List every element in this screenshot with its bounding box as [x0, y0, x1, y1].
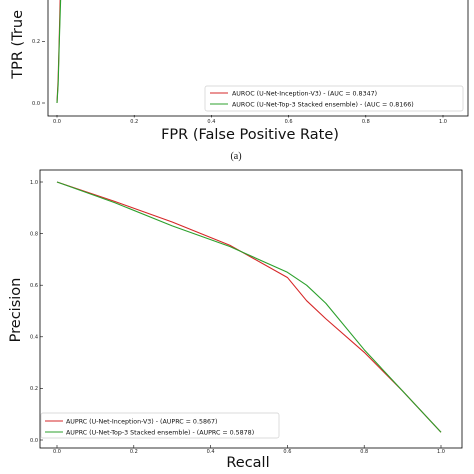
pr-legend: AUPRC (U-Net-Inception-V3) - (AUPRC = 0.…	[40, 412, 280, 439]
roc-y-ticks: 0.00.20.4	[32, 39, 45, 107]
roc-y-axis-label: TPR (True	[10, 10, 26, 80]
pr-y-tick-label: 0.2	[30, 386, 38, 392]
pr-series-line-inception	[56, 181, 442, 433]
pr-y-tick-label: 1.0	[30, 180, 38, 186]
pr-lines	[56, 181, 442, 433]
pr-y-tick-label: 0.6	[30, 283, 38, 289]
pr-y-tick-label: 0.8	[30, 231, 38, 237]
roc-x-ticks: 0.0 0.2 0.4 0.6 0.8 1.0	[53, 115, 447, 125]
roc-legend: AUROC (U-Net-Inception-V3) - (AUC = 0.83…	[204, 85, 464, 112]
pr-legend-box	[40, 412, 280, 439]
roc-legend-label-inception: AUROC (U-Net-Inception-V3) - (AUC = 0.83…	[232, 90, 377, 97]
roc-plot-frame	[47, 0, 469, 117]
pr-x-tick-label: 0.8	[360, 449, 368, 455]
roc-legend-box	[204, 85, 464, 112]
caption-a: (a)	[230, 151, 241, 162]
pr-plot-frame	[39, 169, 463, 449]
roc-x-tick-label: 0.8	[362, 119, 370, 125]
pr-y-ticks: 0.0 0.2 0.4 0.6 0.8 1.0	[30, 180, 43, 444]
pr-x-axis-label: Recall	[226, 455, 269, 471]
roc-x-tick-label: 0.2	[130, 119, 138, 125]
pr-x-tick-label: 0.6	[283, 449, 291, 455]
roc-x-tick-label: 1.0	[439, 119, 447, 125]
pr-x-tick-label: 1.0	[437, 449, 445, 455]
pr-x-tick-label: 0.2	[130, 449, 138, 455]
roc-x-tick-label: 0.4	[207, 119, 215, 125]
roc-lines	[56, 0, 62, 104]
pr-legend-label-inception: AUPRC (U-Net-Inception-V3) - (AUPRC = 0.…	[66, 418, 217, 425]
roc-x-tick-label: 0.0	[53, 119, 61, 125]
pr-y-tick-label: 0.0	[30, 438, 38, 444]
roc-legend-label-ensemble: AUROC (U-Net-Top-3 Stacked ensemble) - (…	[232, 101, 414, 108]
roc-y-tick-label: 0.2	[32, 39, 40, 45]
pr-panel: 0.0 0.2 0.4 0.6 0.8 1.0 0.0 0.2 0.4 0.6 0.8 1.0 Re…	[8, 169, 463, 471]
roc-x-tick-label: 0.6	[285, 119, 293, 125]
pr-x-ticks: 0.0 0.2 0.4 0.6 0.8 1.0	[53, 445, 445, 455]
pr-y-tick-label: 0.4	[30, 335, 38, 341]
pr-x-tick-label: 0.4	[207, 449, 215, 455]
roc-y-tick-label: 0.0	[32, 101, 40, 107]
roc-panel: 0.0 0.2 0.4 0.6 0.8 1.0 0.0 0.2 0.4 FPR (False …	[10, 0, 469, 143]
roc-x-axis-label: FPR (False Positive Rate)	[161, 127, 339, 143]
roc-series-line-ensemble	[56, 0, 62, 104]
pr-legend-label-ensemble: AUPRC (U-Net-Top-3 Stacked ensemble) - (…	[66, 429, 254, 436]
pr-series-line-ensemble	[56, 181, 442, 433]
pr-x-tick-label: 0.0	[53, 449, 61, 455]
pr-y-axis-label: Precision	[8, 278, 24, 343]
